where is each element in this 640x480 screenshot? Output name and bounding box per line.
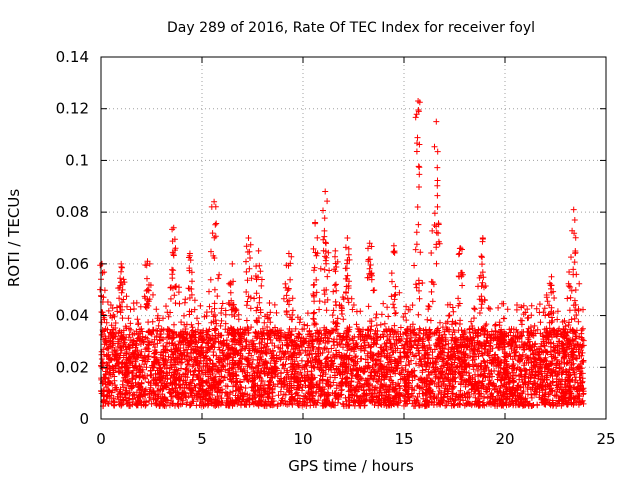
plot-frame <box>100 56 607 420</box>
y-tick-label: 0.1 <box>65 151 89 169</box>
x-tick-label: 25 <box>596 430 615 448</box>
x-tick-label: 10 <box>293 430 312 448</box>
y-tick-label: 0.06 <box>56 255 89 273</box>
x-tick-label: 0 <box>96 430 106 448</box>
x-tick-label: 15 <box>394 430 413 448</box>
y-tick-label: 0.12 <box>56 100 89 118</box>
x-tick-label: 5 <box>197 430 207 448</box>
y-tick-label: 0.04 <box>56 307 89 325</box>
y-axis-label: ROTI / TECUs <box>5 189 23 287</box>
x-tick-label: 20 <box>495 430 514 448</box>
y-tick-label: 0.02 <box>56 358 89 376</box>
y-tick-label: 0.08 <box>56 203 89 221</box>
y-tick-label: 0 <box>79 410 89 428</box>
chart-title: Day 289 of 2016, Rate Of TEC Index for r… <box>167 20 535 36</box>
x-axis-label: GPS time / hours <box>288 457 414 475</box>
roti-series-markers <box>97 98 587 410</box>
y-tick-label: 0.14 <box>56 48 89 66</box>
axis-ticks: 0 0.02 0.04 0.06 0.08 0.1 0.12 0.14 0 5 10 15 20 25 <box>56 48 616 448</box>
data-points <box>97 98 587 410</box>
